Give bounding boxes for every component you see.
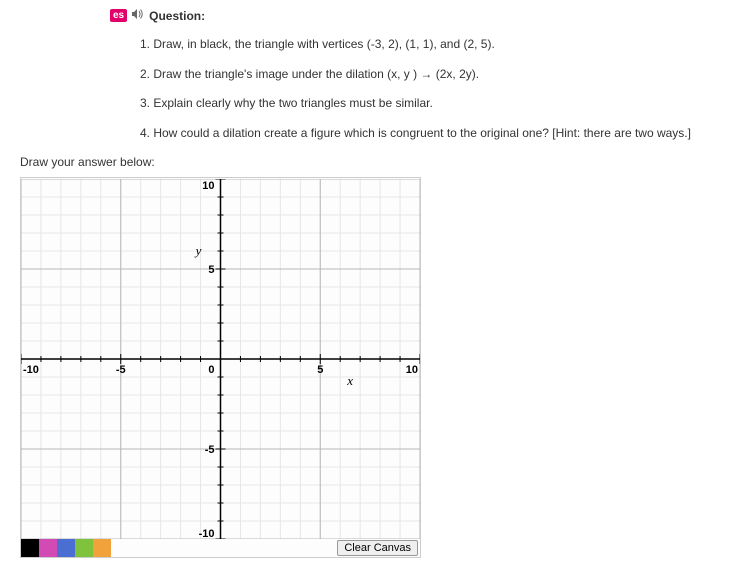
svg-text:x: x — [346, 373, 353, 388]
svg-text:-10: -10 — [23, 364, 39, 376]
question-item: 4. How could a dilation create a figure … — [140, 126, 741, 142]
svg-text:10: 10 — [202, 180, 214, 192]
color-swatch[interactable] — [57, 539, 75, 557]
svg-text:-10: -10 — [199, 528, 215, 539]
svg-text:-5: -5 — [116, 364, 126, 376]
question-item: 1. Draw, in black, the triangle with ver… — [140, 37, 741, 53]
draw-instruction: Draw your answer below: — [20, 155, 741, 169]
question-label: Question: — [149, 9, 205, 23]
speaker-icon[interactable] — [131, 8, 145, 23]
coordinate-grid[interactable]: -10 -5 0 5 10 -10 -5 5 10 x y — [21, 179, 420, 539]
color-swatch[interactable] — [75, 539, 93, 557]
question-list: 1. Draw, in black, the triangle with ver… — [110, 37, 741, 141]
question-item: 3. Explain clearly why the two triangles… — [140, 96, 741, 112]
svg-text:-5: -5 — [205, 444, 215, 456]
color-swatch[interactable] — [21, 539, 39, 557]
canvas-toolbar: Clear Canvas — [21, 539, 420, 557]
color-swatch[interactable] — [93, 539, 111, 557]
svg-text:5: 5 — [317, 364, 323, 376]
color-palette — [21, 539, 111, 557]
svg-text:0: 0 — [208, 364, 214, 376]
es-badge: es — [110, 9, 127, 22]
drawing-canvas-container: -10 -5 0 5 10 -10 -5 5 10 x y Clear Canvas — [20, 177, 421, 558]
svg-text:y: y — [194, 243, 202, 258]
svg-text:10: 10 — [406, 364, 418, 376]
question-header: es Question: — [110, 8, 741, 23]
clear-canvas-button[interactable]: Clear Canvas — [337, 540, 418, 556]
svg-text:5: 5 — [208, 264, 214, 276]
question-item: 2. Draw the triangle's image under the d… — [140, 67, 741, 83]
color-swatch[interactable] — [39, 539, 57, 557]
